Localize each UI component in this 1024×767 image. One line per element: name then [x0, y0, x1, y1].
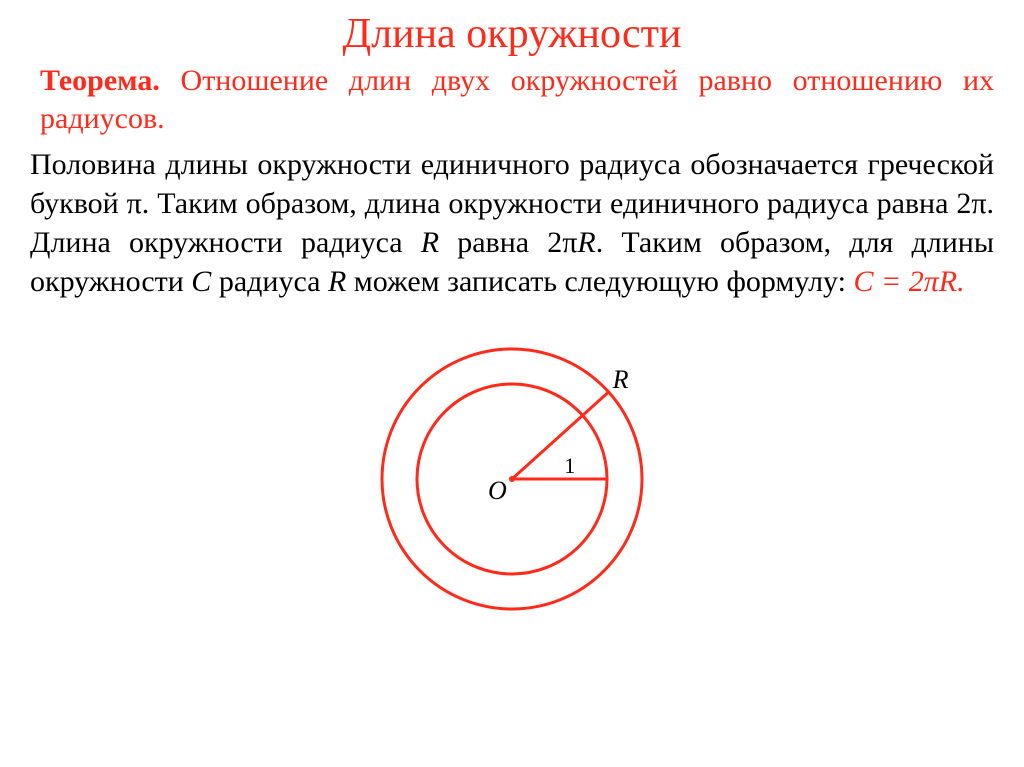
math-R-2: R — [577, 226, 595, 259]
theorem-label: Теорема. — [40, 64, 160, 97]
circles-diagram: O 1 R — [352, 329, 672, 629]
math-R-1: R — [421, 226, 439, 259]
body-seg-2: равна 2π — [439, 226, 577, 259]
center-label: O — [488, 476, 507, 505]
outer-radius-label: R — [612, 365, 629, 394]
theorem-text: Отношение длин двух окружностей равно от… — [40, 64, 994, 135]
math-C-1: C — [191, 265, 211, 298]
body-seg-4: радиуса — [211, 265, 328, 298]
page-title: Длина окружности — [30, 10, 994, 58]
formula-text: C = 2πR. — [854, 265, 965, 298]
outer-radius-line — [512, 392, 609, 479]
diagram-container: O 1 R — [30, 329, 994, 629]
main-paragraph: Половина длины окружности единичного рад… — [30, 145, 994, 301]
body-seg-5: можем записать следующую формулу: — [346, 265, 853, 298]
inner-radius-label: 1 — [564, 453, 575, 478]
center-dot — [509, 476, 515, 482]
theorem-paragraph: Теорема. Отношение длин двух окружностей… — [30, 62, 994, 139]
math-R-3: R — [328, 265, 346, 298]
